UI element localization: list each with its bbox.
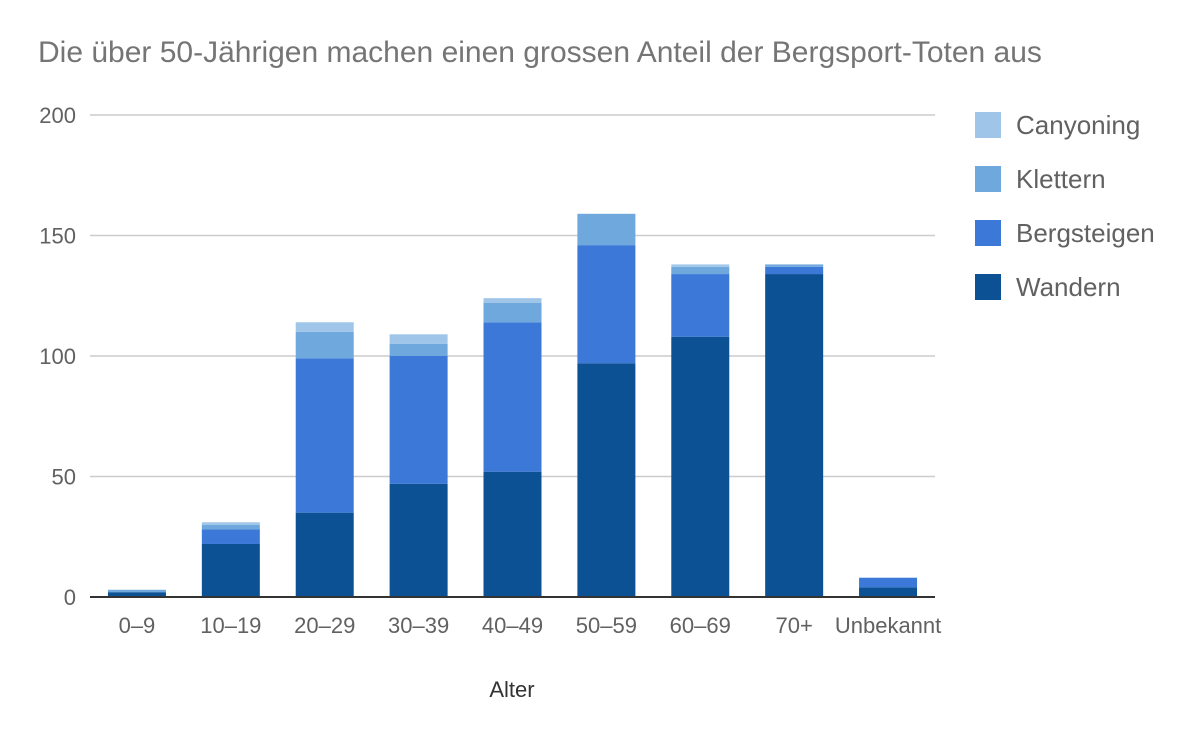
bar-klettern-1	[201, 524, 260, 530]
x-tick-label: 70+	[776, 613, 813, 638]
bar-canyoning-3	[389, 334, 448, 344]
legend-item-klettern: Klettern	[975, 152, 1155, 206]
axes: 0 50 100 150 200 0–9 10–19 20–29 30–39 40–49 50–59…	[39, 103, 941, 638]
bar-bergsteigen-4	[483, 322, 542, 472]
legend-item-canyoning: Canyoning	[975, 98, 1155, 152]
legend: Canyoning Klettern Bergsteigen Wandern	[975, 98, 1155, 314]
bar-bergsteigen-5	[577, 245, 636, 364]
legend-label: Canyoning	[1016, 109, 1141, 140]
bar-klettern-0	[107, 589, 166, 593]
bar-wandern-4	[483, 471, 542, 597]
bar-wandern-3	[389, 483, 448, 597]
y-tick-label: 200	[39, 103, 76, 128]
bar-wandern-0	[107, 592, 166, 597]
y-tick-label: 150	[39, 224, 76, 249]
x-tick-label: 50–59	[576, 613, 637, 638]
bar-bergsteigen-8	[859, 577, 918, 588]
legend-swatch	[975, 274, 1001, 300]
legend-label: Wandern	[1016, 271, 1121, 302]
x-axis-title: Alter	[489, 677, 534, 702]
x-tick-label: 40–49	[482, 613, 543, 638]
bar-bergsteigen-3	[389, 356, 448, 484]
bar-wandern-1	[201, 543, 260, 597]
y-tick-label: 0	[64, 585, 76, 610]
bar-bergsteigen-7	[765, 266, 824, 275]
y-tick-label: 50	[52, 465, 76, 490]
bar-klettern-7	[765, 264, 824, 267]
bar-bergsteigen-2	[295, 358, 354, 513]
bar-klettern-6	[671, 266, 730, 275]
bar-klettern-2	[295, 331, 354, 359]
x-tick-label: 10–19	[200, 613, 261, 638]
bar-wandern-5	[577, 363, 636, 597]
bar-canyoning-6	[671, 264, 730, 267]
bar-bergsteigen-1	[201, 529, 260, 544]
bar-canyoning-2	[295, 322, 354, 332]
x-tick-label: 30–39	[388, 613, 449, 638]
bar-klettern-3	[389, 343, 448, 356]
legend-swatch	[975, 112, 1001, 138]
y-tick-label: 100	[39, 344, 76, 369]
bar-bergsteigen-6	[671, 274, 730, 337]
x-tick-label: 0–9	[119, 613, 156, 638]
bar-wandern-7	[765, 274, 824, 597]
bar-klettern-5	[577, 213, 636, 246]
bar-wandern-8	[859, 587, 918, 597]
x-tick-label: 20–29	[294, 613, 355, 638]
bars	[107, 213, 918, 597]
bar-canyoning-4	[483, 298, 542, 303]
legend-label: Klettern	[1016, 163, 1106, 194]
x-tick-label: 60–69	[670, 613, 731, 638]
chart-title: Die über 50-Jährigen machen einen grosse…	[38, 36, 1042, 69]
legend-swatch	[975, 166, 1001, 192]
bar-wandern-6	[671, 336, 730, 597]
legend-label: Bergsteigen	[1016, 217, 1155, 248]
bar-klettern-4	[483, 302, 542, 323]
bar-wandern-2	[295, 512, 354, 597]
legend-item-wandern: Wandern	[975, 260, 1155, 314]
bar-canyoning-1	[201, 522, 260, 525]
x-tick-label: Unbekannt	[835, 613, 941, 638]
legend-item-bergsteigen: Bergsteigen	[975, 206, 1155, 260]
legend-swatch	[975, 220, 1001, 246]
